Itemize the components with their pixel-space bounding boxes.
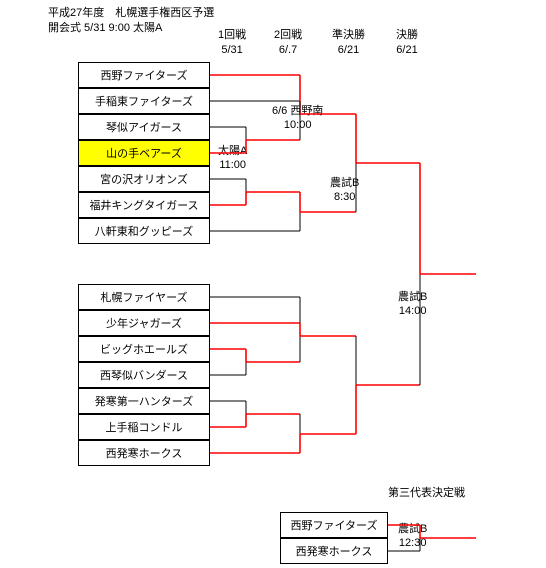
bracket-lines [0,0,546,568]
